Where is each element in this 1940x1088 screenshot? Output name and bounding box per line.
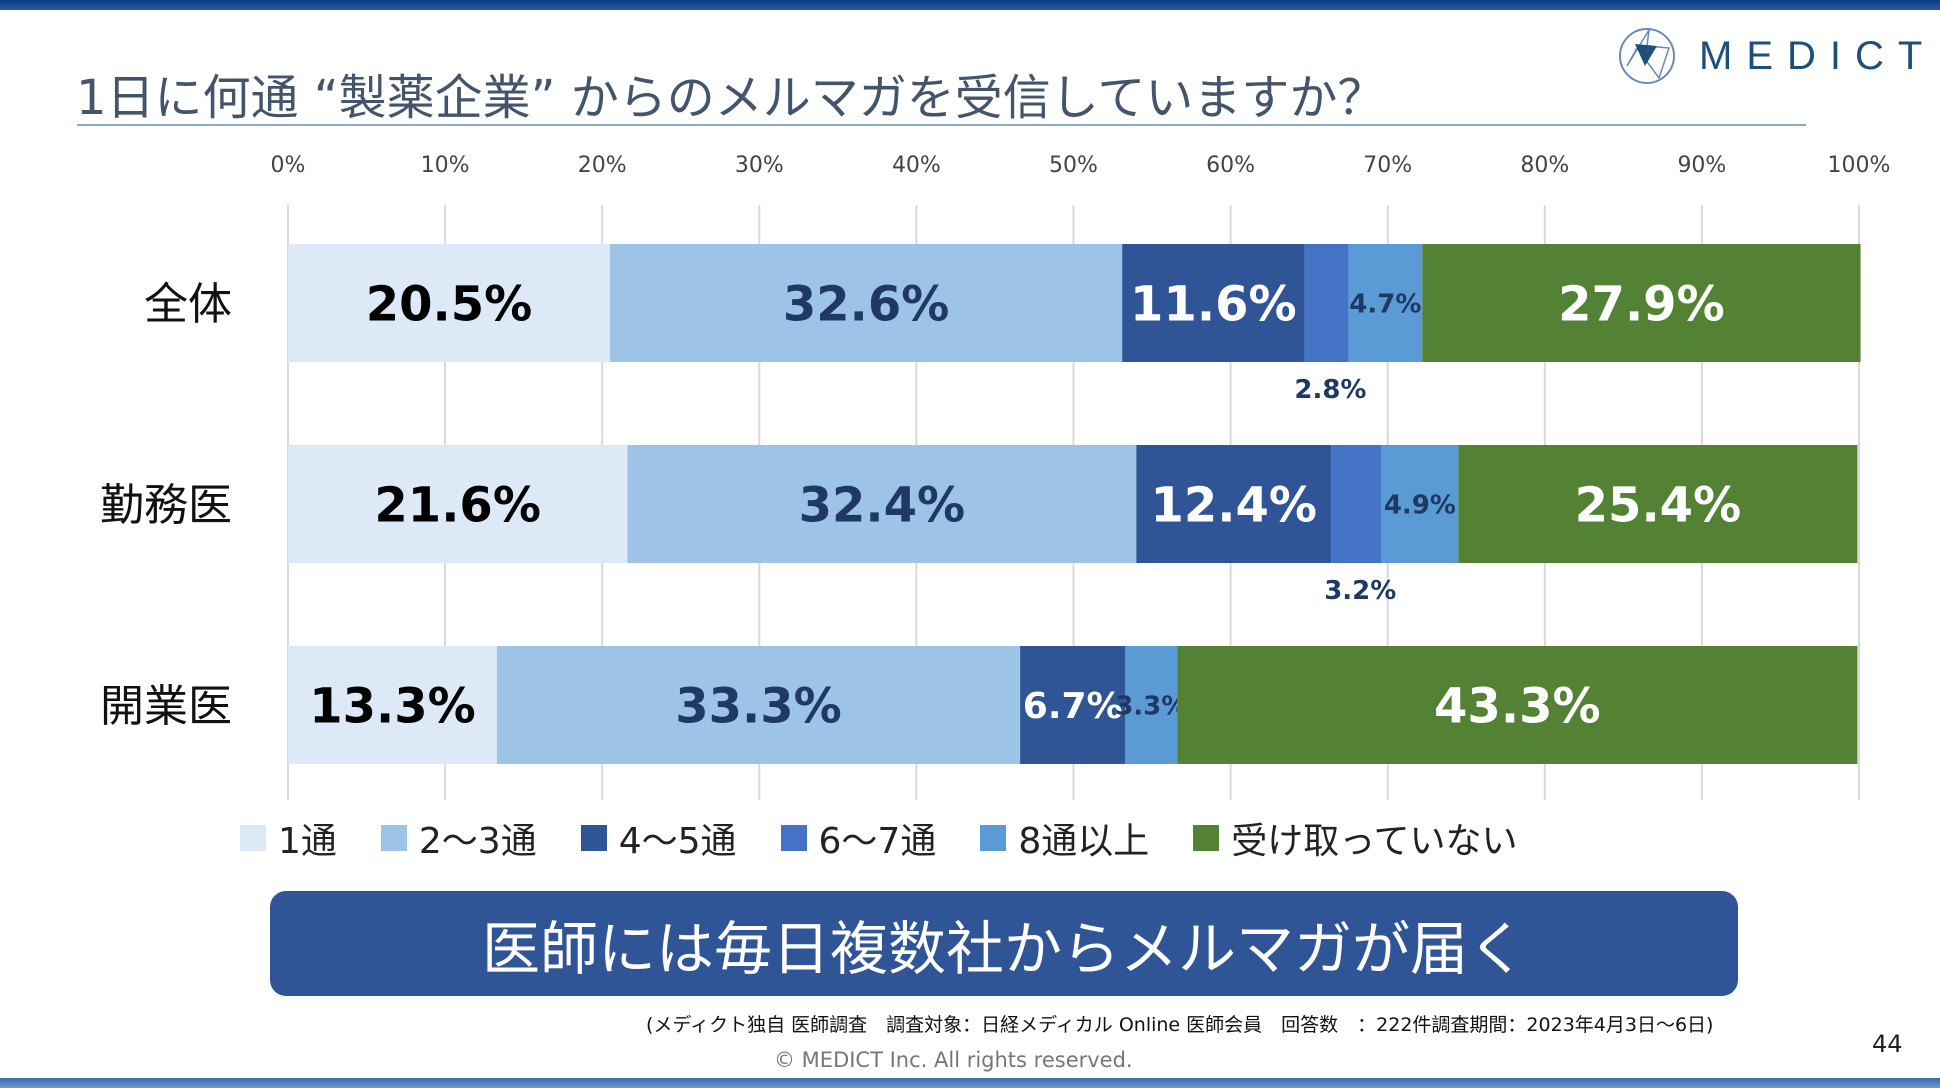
legend-swatch	[240, 825, 266, 851]
x-tick-label: 80%	[1520, 153, 1569, 178]
category-label: 全体	[144, 279, 232, 330]
logo-text: MEDICT	[1699, 33, 1937, 78]
x-tick-label: 30%	[735, 153, 784, 178]
bar-segment	[288, 244, 611, 362]
x-tick-label: 60%	[1206, 153, 1255, 178]
legend-item: 8通以上	[980, 812, 1149, 864]
conclusion-banner: 医師には毎日複数社からメルマガが届く	[270, 891, 1738, 996]
logo-icon	[1619, 28, 1675, 84]
bar-segment	[1136, 445, 1332, 563]
data-label: 4.9%	[1384, 490, 1456, 520]
data-label: 32.4%	[799, 477, 966, 533]
legend-label: 4～5通	[618, 821, 737, 862]
legend-label: 受け取っていない	[1231, 821, 1518, 862]
bottom-bar	[0, 1078, 1940, 1088]
data-label: 3.3%	[1115, 691, 1187, 721]
bar-segment	[1458, 445, 1858, 563]
data-label: 25.4%	[1575, 477, 1742, 533]
x-tick-label: 90%	[1677, 153, 1726, 178]
legend-label: 2～3通	[418, 821, 537, 862]
x-tick-label: 10%	[421, 153, 470, 178]
bar-segment	[1422, 244, 1861, 362]
x-tick-label: 40%	[892, 153, 941, 178]
x-tick-label: 20%	[578, 153, 627, 178]
x-tick-label: 0%	[271, 153, 306, 178]
legend-swatch	[980, 825, 1007, 851]
legend-item: 1通	[240, 812, 337, 864]
bar-segment	[1381, 445, 1459, 563]
category-label: 開業医	[100, 681, 232, 732]
page-number: 44	[1872, 1030, 1903, 1058]
data-label: 4.7%	[1349, 289, 1421, 319]
bar-segment	[1348, 244, 1423, 362]
bar-segment	[627, 445, 1137, 563]
legend-item: 4～5通	[580, 812, 737, 864]
data-label: 12.4%	[1150, 477, 1317, 533]
data-label: 43.3%	[1434, 678, 1601, 734]
copyright: © MEDICT Inc. All rights reserved.	[774, 1048, 1133, 1072]
data-label: 2.8%	[1294, 375, 1366, 405]
legend-item: 2～3通	[380, 812, 537, 864]
data-label: 33.3%	[675, 678, 842, 734]
data-label: 11.6%	[1130, 276, 1297, 332]
data-label: 6.7%	[1023, 686, 1123, 727]
bar-segment	[1020, 646, 1126, 764]
stacked-bar-chart: 0% 10% 20% 30% 40% 50% 60% 70% 80% 90% 100% 全体 20.5%…	[100, 153, 1891, 800]
bar-segment	[496, 646, 1021, 764]
data-label: 20.5%	[366, 276, 533, 332]
bar-segment	[1177, 646, 1858, 764]
legend-label: 1通	[278, 821, 337, 862]
x-tick-label: 100%	[1828, 153, 1891, 178]
bar-segment	[1331, 445, 1382, 563]
title-underline	[77, 124, 1806, 126]
survey-note: (メディクト独自 医師調査 調査対象：日経メディカル Online 医師会員 回…	[646, 1014, 1714, 1036]
data-label: 13.3%	[309, 678, 476, 734]
data-label: 32.6%	[783, 276, 950, 332]
data-label: 3.2%	[1324, 576, 1396, 606]
legend-swatch	[380, 825, 407, 851]
legend-swatch	[580, 825, 607, 851]
medict-logo: MEDICT	[1617, 26, 1936, 86]
x-tick-label: 70%	[1363, 153, 1412, 178]
legend-item: 受け取っていない	[1193, 812, 1517, 864]
page-title: 1日に何通 “製薬企業” からのメルマガを受信していますか？	[76, 70, 1386, 126]
data-label: 27.9%	[1558, 276, 1725, 332]
legend-item: 6～7通	[780, 812, 937, 864]
data-label: 21.6%	[374, 477, 541, 533]
category-label: 勤務医	[100, 480, 232, 531]
legend-label: 8通以上	[1018, 821, 1150, 862]
bar-segment	[1125, 646, 1178, 764]
bar-segment	[288, 445, 628, 563]
bar-segment	[610, 244, 1123, 362]
chart-legend: 1通 2～3通 4～5通 6～7通 8通以上 受け取っていない	[240, 812, 1561, 864]
top-bar	[0, 0, 1940, 10]
x-tick-label: 50%	[1049, 153, 1098, 178]
legend-swatch	[1193, 825, 1220, 851]
bar-segment	[1122, 244, 1305, 362]
legend-swatch	[780, 825, 807, 851]
bar-segment	[288, 646, 497, 764]
bar-segment	[1304, 244, 1349, 362]
legend-label: 6～7通	[818, 821, 937, 862]
